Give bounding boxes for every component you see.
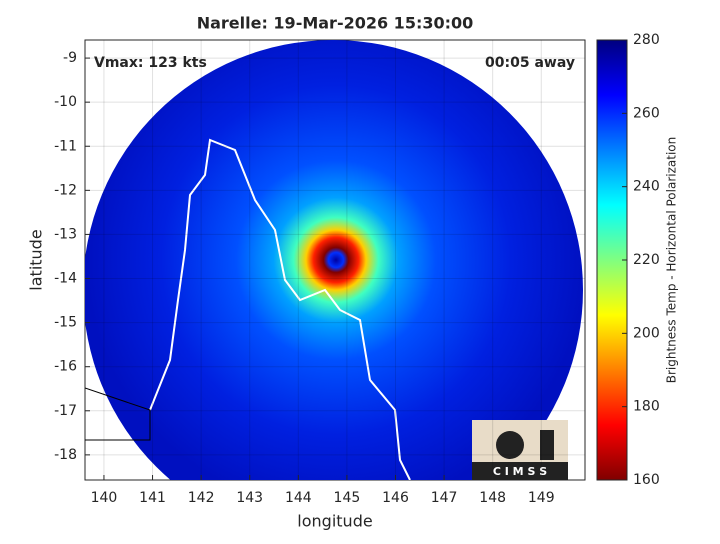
logo-dish	[496, 431, 524, 459]
annotation: 00:05 away	[485, 55, 575, 71]
coastline	[149, 138, 411, 480]
x-tick-label: 149	[528, 490, 555, 506]
colorbar-tick-label: 240	[633, 179, 660, 195]
colorbar-label: Brightness Temp - Horizontal Polarizatio…	[665, 137, 679, 384]
y-tick-label: -17	[54, 403, 77, 419]
colorbar-tick-label: 220	[633, 252, 660, 268]
y-tick-label: -9	[63, 50, 77, 66]
y-tick-label: -18	[54, 447, 77, 463]
x-tick-label: 144	[285, 490, 312, 506]
annotation: Vmax: 123 kts	[94, 55, 207, 71]
y-tick-label: -14	[54, 271, 77, 287]
x-tick-label: 143	[236, 490, 263, 506]
logo: C I M S S	[472, 420, 568, 480]
colorbar-tick-label: 180	[633, 399, 660, 415]
colorbar-tick-label: 260	[633, 105, 660, 121]
logo-tower	[540, 430, 554, 460]
x-tick-label: 146	[382, 490, 409, 506]
x-tick-label: 145	[334, 490, 361, 506]
x-tick-label: 141	[139, 490, 166, 506]
coastline-outside	[85, 387, 151, 441]
y-tick-label: -15	[54, 315, 77, 331]
y-tick-label: -11	[54, 138, 77, 154]
title: Narelle: 19-Mar-2026 15:30:00	[197, 14, 474, 33]
y-tick-label: -10	[54, 94, 77, 110]
swath	[85, 40, 583, 480]
y-tick-label: -12	[54, 182, 77, 198]
y-tick-label: -13	[54, 226, 77, 242]
logo-band	[472, 462, 568, 480]
x-tick-label: 142	[188, 490, 215, 506]
y-tick-label: -16	[54, 359, 77, 375]
x-axis-label: longitude	[297, 512, 372, 531]
colorbar-tick-label: 160	[633, 472, 660, 488]
colorbar-tick-label: 280	[633, 32, 660, 48]
x-tick-label: 140	[91, 490, 118, 506]
logo-text: C I M S S	[493, 465, 547, 478]
x-tick-label: 148	[479, 490, 506, 506]
x-tick-label: 147	[431, 490, 458, 506]
colorbar-tick-label: 200	[633, 325, 660, 341]
y-axis-label: latitude	[27, 229, 46, 290]
